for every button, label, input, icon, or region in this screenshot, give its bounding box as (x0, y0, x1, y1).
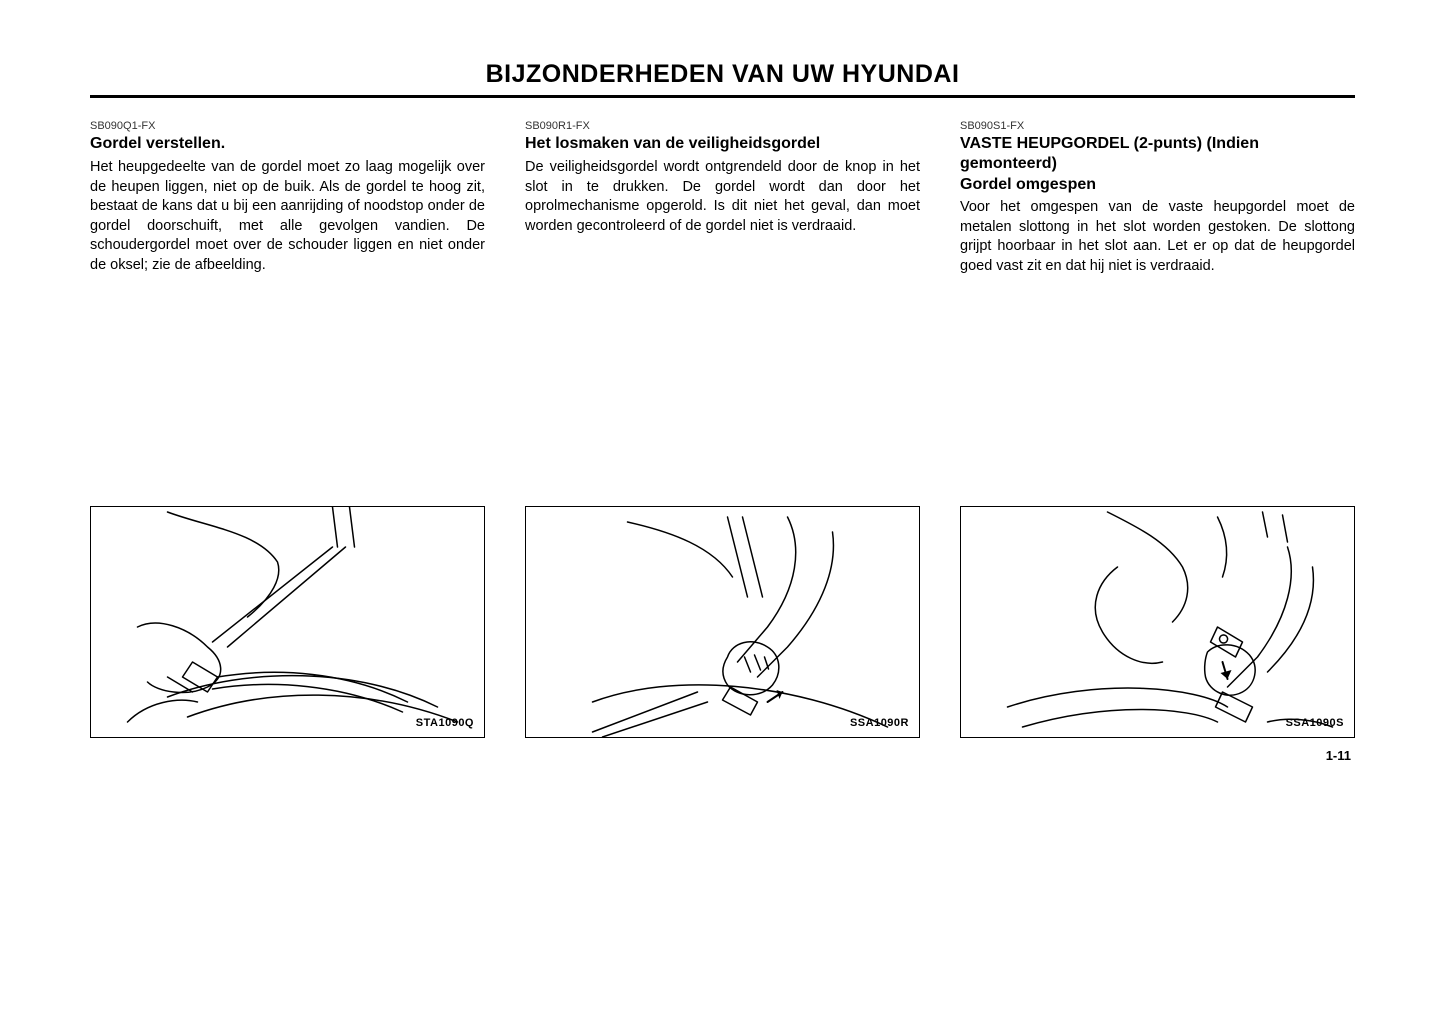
figure-code: SSA1090S (1286, 717, 1344, 729)
section-subheading: Gordel omgespen (960, 176, 1355, 194)
section-heading: Het losmaken van de veiligheidsgordel (525, 134, 920, 154)
section-heading: VASTE HEUPGORDEL (2-punts) (Indien gemon… (960, 134, 1355, 174)
body-paragraph: De veiligheidsgordel wordt ontgrendeld d… (525, 158, 920, 236)
column-1: SB090Q1-FX Gordel verstellen. Het heupge… (90, 120, 485, 276)
page-number: 1-11 (90, 748, 1355, 763)
reference-code: SB090R1-FX (525, 120, 920, 132)
figure-seatbelt-adjust: STA1090Q (90, 506, 485, 738)
section-heading: Gordel verstellen. (90, 134, 485, 154)
lapbelt-fasten-illustration (961, 507, 1354, 737)
seatbelt-release-illustration (526, 507, 919, 737)
column-3: SB090S1-FX VASTE HEUPGORDEL (2-punts) (I… (960, 120, 1355, 276)
column-2: SB090R1-FX Het losmaken van de veilighei… (525, 120, 920, 276)
figure-code: STA1090Q (416, 717, 474, 729)
body-paragraph: Voor het omgespen van de vaste heupgorde… (960, 198, 1355, 276)
title-rule: BIJZONDERHEDEN VAN UW HYUNDAI (90, 60, 1355, 98)
text-columns: SB090Q1-FX Gordel verstellen. Het heupge… (90, 120, 1355, 276)
reference-code: SB090Q1-FX (90, 120, 485, 132)
figure-row: STA1090Q (90, 506, 1355, 738)
seatbelt-adjust-illustration (91, 507, 484, 737)
figure-code: SSA1090R (850, 717, 909, 729)
reference-code: SB090S1-FX (960, 120, 1355, 132)
page-title: BIJZONDERHEDEN VAN UW HYUNDAI (486, 60, 960, 88)
figure-lapbelt-fasten: SSA1090S (960, 506, 1355, 738)
figure-seatbelt-release: SSA1090R (525, 506, 920, 738)
body-paragraph: Het heupgedeelte van de gordel moet zo l… (90, 158, 485, 275)
